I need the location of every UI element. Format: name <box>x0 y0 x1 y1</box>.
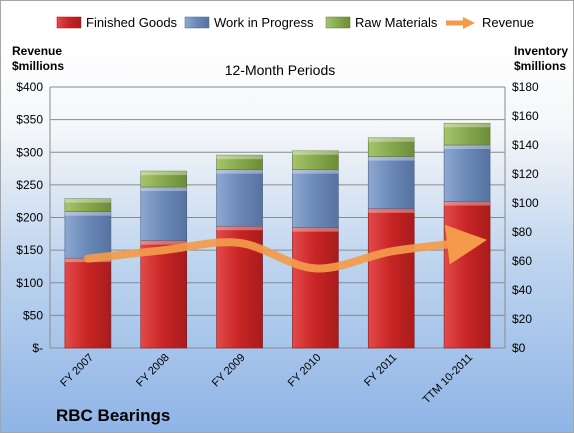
right-axis-title-line1: Inventory <box>514 44 568 58</box>
right-tick-label: $0 <box>512 341 526 355</box>
legend-item-finished-goods: Finished Goods <box>56 15 178 30</box>
bar-work-in-progress-cap <box>292 169 339 174</box>
left-axis: $400 $350 $300 $250 $200 $150 $100 $50 $- <box>16 80 43 355</box>
left-axis-title-line2: $millions <box>12 59 64 73</box>
right-tick-label: $40 <box>512 283 532 297</box>
bar-work-in-progress-cap <box>140 187 187 192</box>
x-axis: FY 2007 FY 2008 FY 2009 FY 2010 FY 2011 TTM 1… <box>58 352 475 407</box>
legend-label: Finished Goods <box>86 15 178 30</box>
legend-item-work-in-progress: Work in Progress <box>184 15 314 30</box>
legend-item-revenue: Revenue <box>446 15 534 30</box>
bar-work-in-progress-cap <box>64 211 111 216</box>
left-axis-title-line1: Revenue <box>12 44 62 58</box>
bar-work-in-progress <box>140 186 188 242</box>
right-tick-label: $20 <box>512 312 532 326</box>
right-tick-label: $140 <box>512 138 539 152</box>
bar-raw-materials-cap <box>368 137 415 142</box>
bar-work-in-progress <box>443 144 491 202</box>
bar-raw-materials-cap <box>444 123 491 128</box>
bar-finished-goods-cap <box>140 240 187 245</box>
left-tick-label: $350 <box>16 113 43 127</box>
legend-label: Work in Progress <box>214 15 314 30</box>
x-tick-label: FY 2010 <box>286 352 324 390</box>
bar-finished-goods <box>292 227 339 349</box>
x-tick-label: FY 2011 <box>362 352 399 389</box>
gridlines <box>49 86 506 349</box>
right-axis-title-line2: $millions <box>514 59 566 73</box>
bar-raw-materials <box>216 154 263 170</box>
x-tick-label: FY 2007 <box>58 352 96 390</box>
bar-raw-materials <box>443 122 491 146</box>
revenue-line <box>83 224 487 273</box>
bar-work-in-progress-cap <box>216 169 263 174</box>
bar-work-in-progress <box>64 211 112 259</box>
legend-label: Revenue <box>482 15 534 30</box>
bar-raw-materials <box>367 137 415 157</box>
bar-finished-goods-cap <box>368 208 415 213</box>
right-tick-label: $120 <box>512 167 539 181</box>
bar-work-in-progress <box>292 169 339 228</box>
left-tick-label: $200 <box>16 211 43 225</box>
x-tick-label: FY 2008 <box>134 352 172 390</box>
bar-finished-goods <box>367 208 415 349</box>
bar-raw-materials-cap <box>64 198 111 203</box>
bar-raw-materials <box>292 150 339 170</box>
right-tick-label: $60 <box>512 254 532 268</box>
bar-finished-goods <box>443 201 491 349</box>
legend-label: Raw Materials <box>355 15 438 30</box>
left-tick-label: $50 <box>23 308 43 322</box>
left-tick-label: $400 <box>16 80 43 94</box>
legend-item-raw-materials: Raw Materials <box>325 15 438 30</box>
bar-finished-goods <box>140 240 188 349</box>
left-tick-label: $150 <box>16 243 43 257</box>
right-tick-label: $100 <box>512 196 539 210</box>
revenue-series <box>83 224 487 273</box>
bar-finished-goods-cap <box>216 226 263 231</box>
left-tick-label: $300 <box>16 145 43 159</box>
chart-subtitle: 12-Month Periods <box>225 62 336 78</box>
bars <box>64 122 491 349</box>
left-tick-label: $250 <box>16 178 43 192</box>
bar-raw-materials-cap <box>140 171 187 176</box>
bar-raw-materials <box>64 198 112 212</box>
bar-raw-materials-cap <box>292 150 339 155</box>
bar-finished-goods-cap <box>444 201 491 206</box>
x-tick-label: FY 2009 <box>210 352 248 390</box>
right-axis: $180 $160 $140 $120 $100 $80 $60 $40 $20 $0 <box>512 80 539 355</box>
right-tick-label: $160 <box>512 109 539 123</box>
bar-finished-goods <box>64 257 112 349</box>
right-tick-label: $80 <box>512 225 532 239</box>
company-name: RBC Bearings <box>56 406 170 425</box>
bar-raw-materials-cap <box>216 155 263 160</box>
bar-work-in-progress-cap <box>368 156 415 161</box>
left-tick-label: $- <box>32 341 43 355</box>
bar-work-in-progress <box>216 169 263 227</box>
left-tick-label: $100 <box>16 276 43 290</box>
bar-work-in-progress-cap <box>444 145 491 149</box>
legend: Finished Goods Work in Progress Raw Mate… <box>56 15 534 30</box>
bar-work-in-progress <box>367 156 415 210</box>
bar-finished-goods-cap <box>292 227 339 232</box>
x-tick-label: TTM 10-2011 <box>421 352 476 407</box>
right-tick-label: $180 <box>512 80 539 94</box>
bar-raw-materials <box>140 170 188 188</box>
